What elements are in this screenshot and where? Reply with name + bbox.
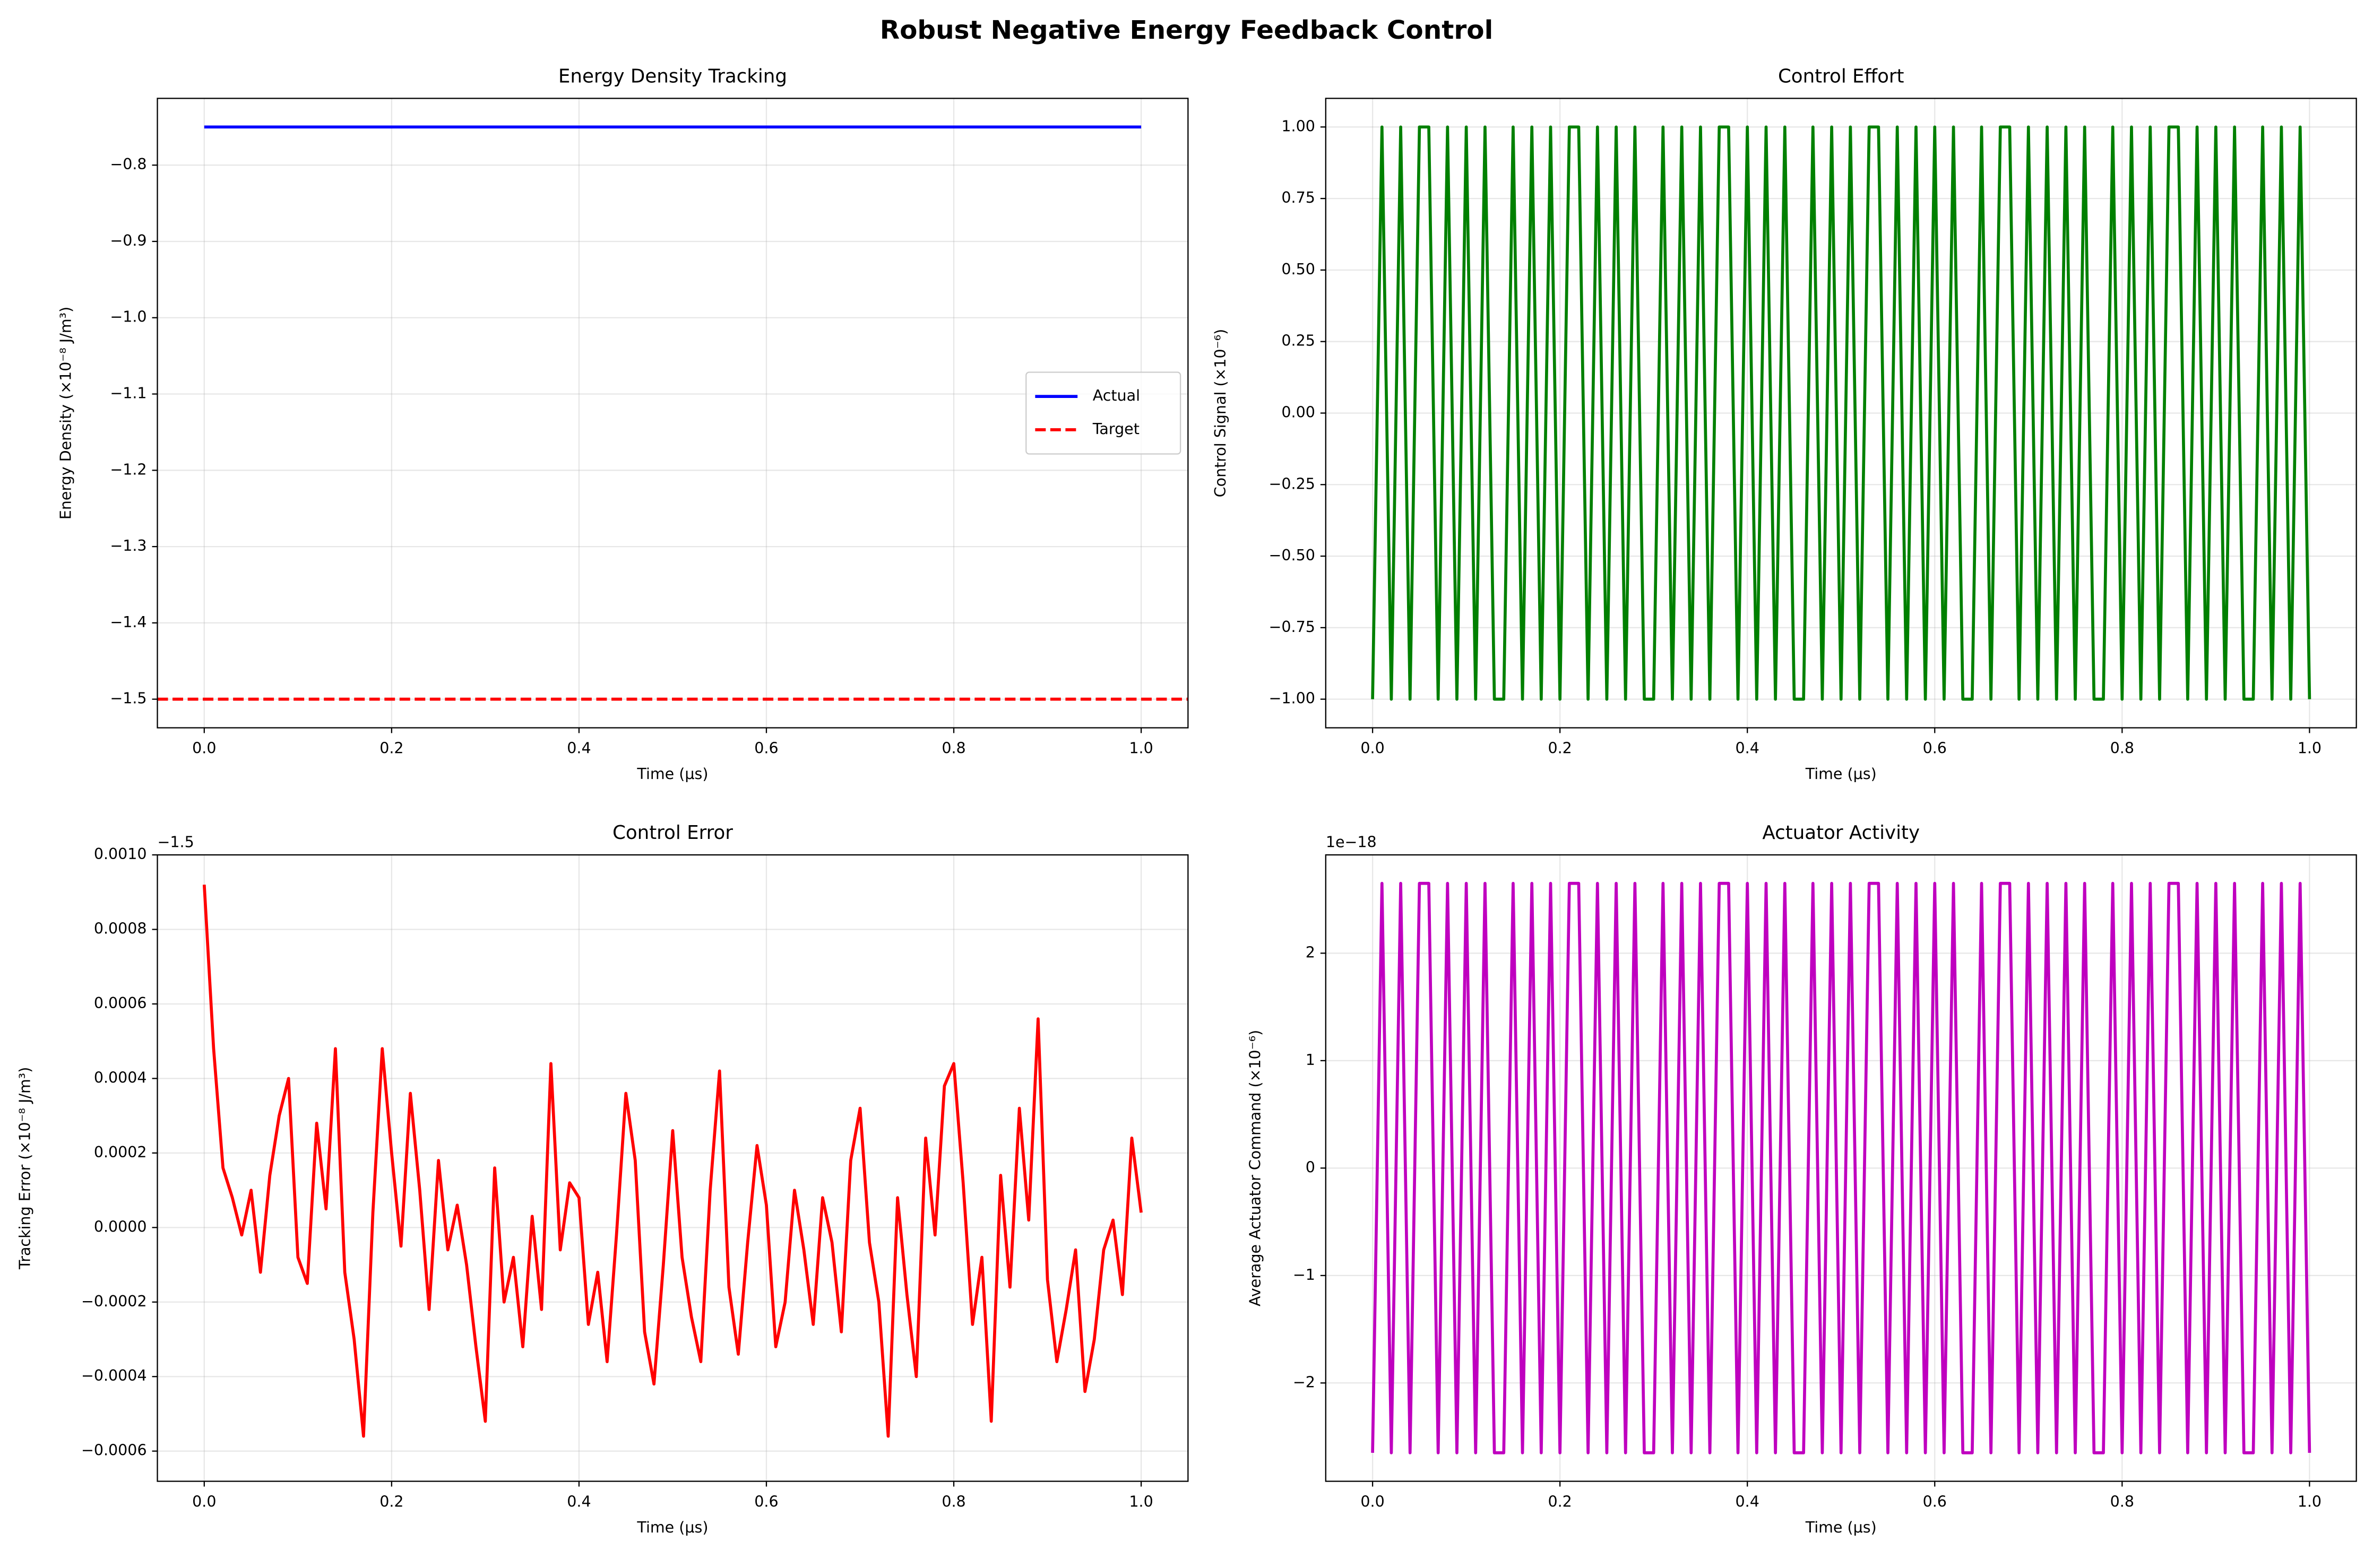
x-tick-label: 0.6 bbox=[1923, 1493, 1947, 1510]
x-tick-label: 0.2 bbox=[379, 1493, 403, 1510]
x-tick-label: 0.4 bbox=[567, 739, 591, 757]
y-tick-label: 0.75 bbox=[1281, 189, 1315, 206]
y-tick-label: 1 bbox=[1306, 1051, 1315, 1069]
y-tick-label: −0.9 bbox=[110, 232, 146, 249]
x-tick-label: 0.4 bbox=[1736, 1493, 1759, 1510]
y-tick-label: −1.5 bbox=[110, 690, 146, 707]
axes-frame bbox=[157, 854, 1189, 1482]
x-tick-label: 0.0 bbox=[192, 739, 216, 757]
y-tick-label: −0.8 bbox=[110, 155, 146, 173]
y-tick-label: 0.0002 bbox=[94, 1143, 147, 1161]
y-tick-label: 0.0006 bbox=[94, 994, 147, 1012]
offset-text: 1e−18 bbox=[1326, 833, 1377, 851]
x-tick-label: 0.8 bbox=[942, 1493, 965, 1510]
axes-frame bbox=[1325, 854, 2357, 1482]
y-tick-label: 0 bbox=[1306, 1158, 1315, 1176]
subplot-title: Actuator Activity bbox=[1762, 822, 1920, 844]
y-axis-label: Tracking Error (×10⁻⁸ J/m³) bbox=[16, 1067, 33, 1270]
legend-label: Actual bbox=[1093, 387, 1140, 404]
y-tick-label: 0.25 bbox=[1281, 332, 1315, 350]
subplot-title: Control Effort bbox=[1778, 65, 1904, 87]
y-tick-label: −0.0002 bbox=[81, 1293, 147, 1310]
y-tick-label: 0.00 bbox=[1281, 403, 1315, 421]
subplot-title: Energy Density Tracking bbox=[558, 65, 787, 87]
y-tick-label: 0.0010 bbox=[94, 845, 147, 863]
axes-frame bbox=[1325, 98, 2357, 729]
x-tick-label: 1.0 bbox=[1129, 739, 1153, 757]
figure-title: Robust Negative Energy Feedback Control bbox=[880, 15, 1493, 45]
y-tick-label: 1.00 bbox=[1281, 117, 1315, 135]
x-axis-label: Time (μs) bbox=[1805, 1519, 1877, 1536]
y-tick-label: −2 bbox=[1293, 1373, 1315, 1391]
y-tick-label: −0.0004 bbox=[81, 1367, 147, 1384]
x-tick-label: 1.0 bbox=[2298, 1493, 2322, 1510]
x-tick-label: 0.4 bbox=[1736, 739, 1759, 757]
y-tick-label: −0.0006 bbox=[81, 1442, 147, 1459]
x-tick-label: 0.2 bbox=[379, 739, 403, 757]
x-tick-label: 0.0 bbox=[192, 1493, 216, 1510]
x-tick-label: 0.0 bbox=[1360, 1493, 1384, 1510]
x-tick-label: 0.6 bbox=[754, 739, 778, 757]
legend-label: Target bbox=[1092, 420, 1140, 438]
y-tick-label: −1 bbox=[1293, 1266, 1315, 1284]
series-line bbox=[1371, 125, 2311, 701]
legend-box bbox=[1025, 371, 1181, 455]
x-tick-label: 0.8 bbox=[2110, 739, 2134, 757]
x-tick-label: 0.0 bbox=[1360, 739, 1384, 757]
x-tick-label: 0.6 bbox=[754, 1493, 778, 1510]
x-tick-label: 0.8 bbox=[942, 739, 965, 757]
y-axis-label: Control Signal (×10⁻⁶) bbox=[1212, 329, 1229, 498]
y-tick-label: −1.4 bbox=[110, 613, 146, 631]
axes-frame bbox=[157, 98, 1189, 729]
x-axis-label: Time (μs) bbox=[636, 1519, 708, 1536]
y-axis-label: Energy Density (×10⁻⁸ J/m³) bbox=[57, 307, 74, 519]
x-tick-label: 0.8 bbox=[2110, 1493, 2134, 1510]
y-tick-label: −1.2 bbox=[110, 461, 146, 478]
x-axis-label: Time (μs) bbox=[636, 765, 708, 783]
x-tick-label: 0.2 bbox=[1548, 739, 1572, 757]
x-axis-label: Time (μs) bbox=[1805, 765, 1877, 783]
x-tick-label: 1.0 bbox=[2298, 739, 2322, 757]
y-tick-label: −0.75 bbox=[1269, 618, 1315, 636]
y-tick-label: 2 bbox=[1306, 943, 1315, 961]
y-tick-label: −1.0 bbox=[110, 308, 146, 326]
y-tick-label: −0.25 bbox=[1269, 475, 1315, 492]
y-tick-label: 0.0004 bbox=[94, 1069, 147, 1086]
x-tick-label: 0.6 bbox=[1923, 739, 1947, 757]
series-line bbox=[202, 885, 1143, 1438]
y-tick-label: 0.50 bbox=[1281, 261, 1315, 278]
y-tick-label: −1.3 bbox=[110, 537, 146, 555]
offset-text: −1.5 bbox=[158, 833, 194, 851]
x-tick-label: 0.2 bbox=[1548, 1493, 1572, 1510]
y-tick-label: 0.0000 bbox=[94, 1218, 147, 1235]
y-tick-label: −0.50 bbox=[1269, 547, 1315, 564]
series-line bbox=[1371, 881, 2311, 1454]
y-tick-label: 0.0008 bbox=[94, 920, 147, 938]
y-tick-label: −1.1 bbox=[110, 385, 146, 402]
x-tick-label: 0.4 bbox=[567, 1493, 591, 1510]
subplot-title: Control Error bbox=[612, 822, 733, 844]
x-tick-label: 1.0 bbox=[1129, 1493, 1153, 1510]
y-axis-label: Average Actuator Command (×10⁻⁶) bbox=[1247, 1030, 1264, 1306]
y-tick-label: −1.00 bbox=[1269, 690, 1315, 707]
